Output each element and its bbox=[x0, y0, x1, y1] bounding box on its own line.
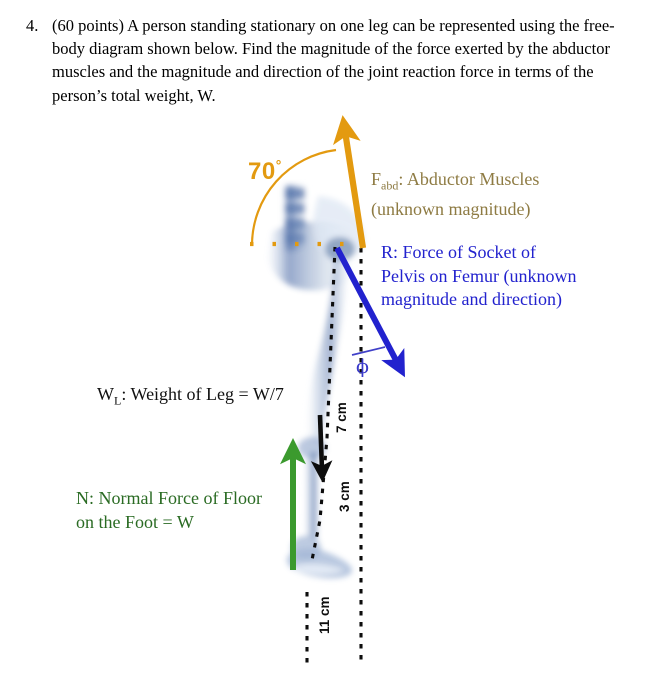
dimension-lines bbox=[305, 246, 363, 666]
label-phi-angle: ϕ bbox=[356, 356, 369, 378]
dimension-label-7cm: 7 cm bbox=[334, 402, 349, 433]
wl-description: : Weight of Leg = W/7 bbox=[121, 384, 284, 404]
label-reaction-line2: Pelvis on Femur (unknown bbox=[381, 265, 577, 286]
xray-anatomy-image bbox=[268, 185, 365, 579]
angle-arc-phi bbox=[351, 346, 386, 356]
label-reaction-force: R: Force of Socket of Pelvis on Femur (u… bbox=[381, 241, 577, 312]
label-reaction-line1: R: Force of Socket of bbox=[381, 242, 536, 262]
wl-subscript: L bbox=[114, 393, 122, 408]
label-normal-line1: N: Normal Force of Floor bbox=[76, 488, 262, 508]
question-text: (60 points) A person standing stationary… bbox=[52, 16, 615, 105]
force-arrow-abductor bbox=[333, 115, 367, 249]
wl-symbol: W bbox=[97, 384, 114, 404]
label-normal-force: N: Normal Force of Floor on the Foot = W bbox=[76, 487, 262, 534]
label-abductor-force-line2: (unknown magnitude) bbox=[371, 198, 531, 219]
label-leg-weight: WL: Weight of Leg = W/7 bbox=[97, 384, 284, 409]
label-abductor-force-line1: Fabd: Abductor Muscles bbox=[371, 168, 539, 198]
label-reaction-line3: magnitude and direction) bbox=[381, 289, 562, 309]
label-normal-line2: on the Foot = W bbox=[76, 511, 194, 532]
question-block: 4. (60 points) A person standing station… bbox=[26, 14, 636, 107]
dimension-label-3cm: 3 cm bbox=[337, 481, 352, 512]
fabd-subscript: abd bbox=[381, 178, 399, 193]
question-number: 4. bbox=[26, 16, 39, 35]
fabd-symbol: F bbox=[371, 169, 382, 189]
angle-value: 70 bbox=[248, 158, 276, 185]
dimension-label-11cm: 11 cm bbox=[317, 596, 332, 634]
dim-line-left bbox=[310, 246, 337, 561]
fabd-description: : Abductor Muscles bbox=[398, 169, 540, 189]
label-abductor-force: Fabd: Abductor Muscles (unknown magnitud… bbox=[371, 168, 539, 221]
degree-symbol: ° bbox=[275, 157, 282, 173]
angle-label-70: 70° bbox=[248, 157, 282, 186]
force-arrow-leg-weight bbox=[310, 414, 333, 483]
